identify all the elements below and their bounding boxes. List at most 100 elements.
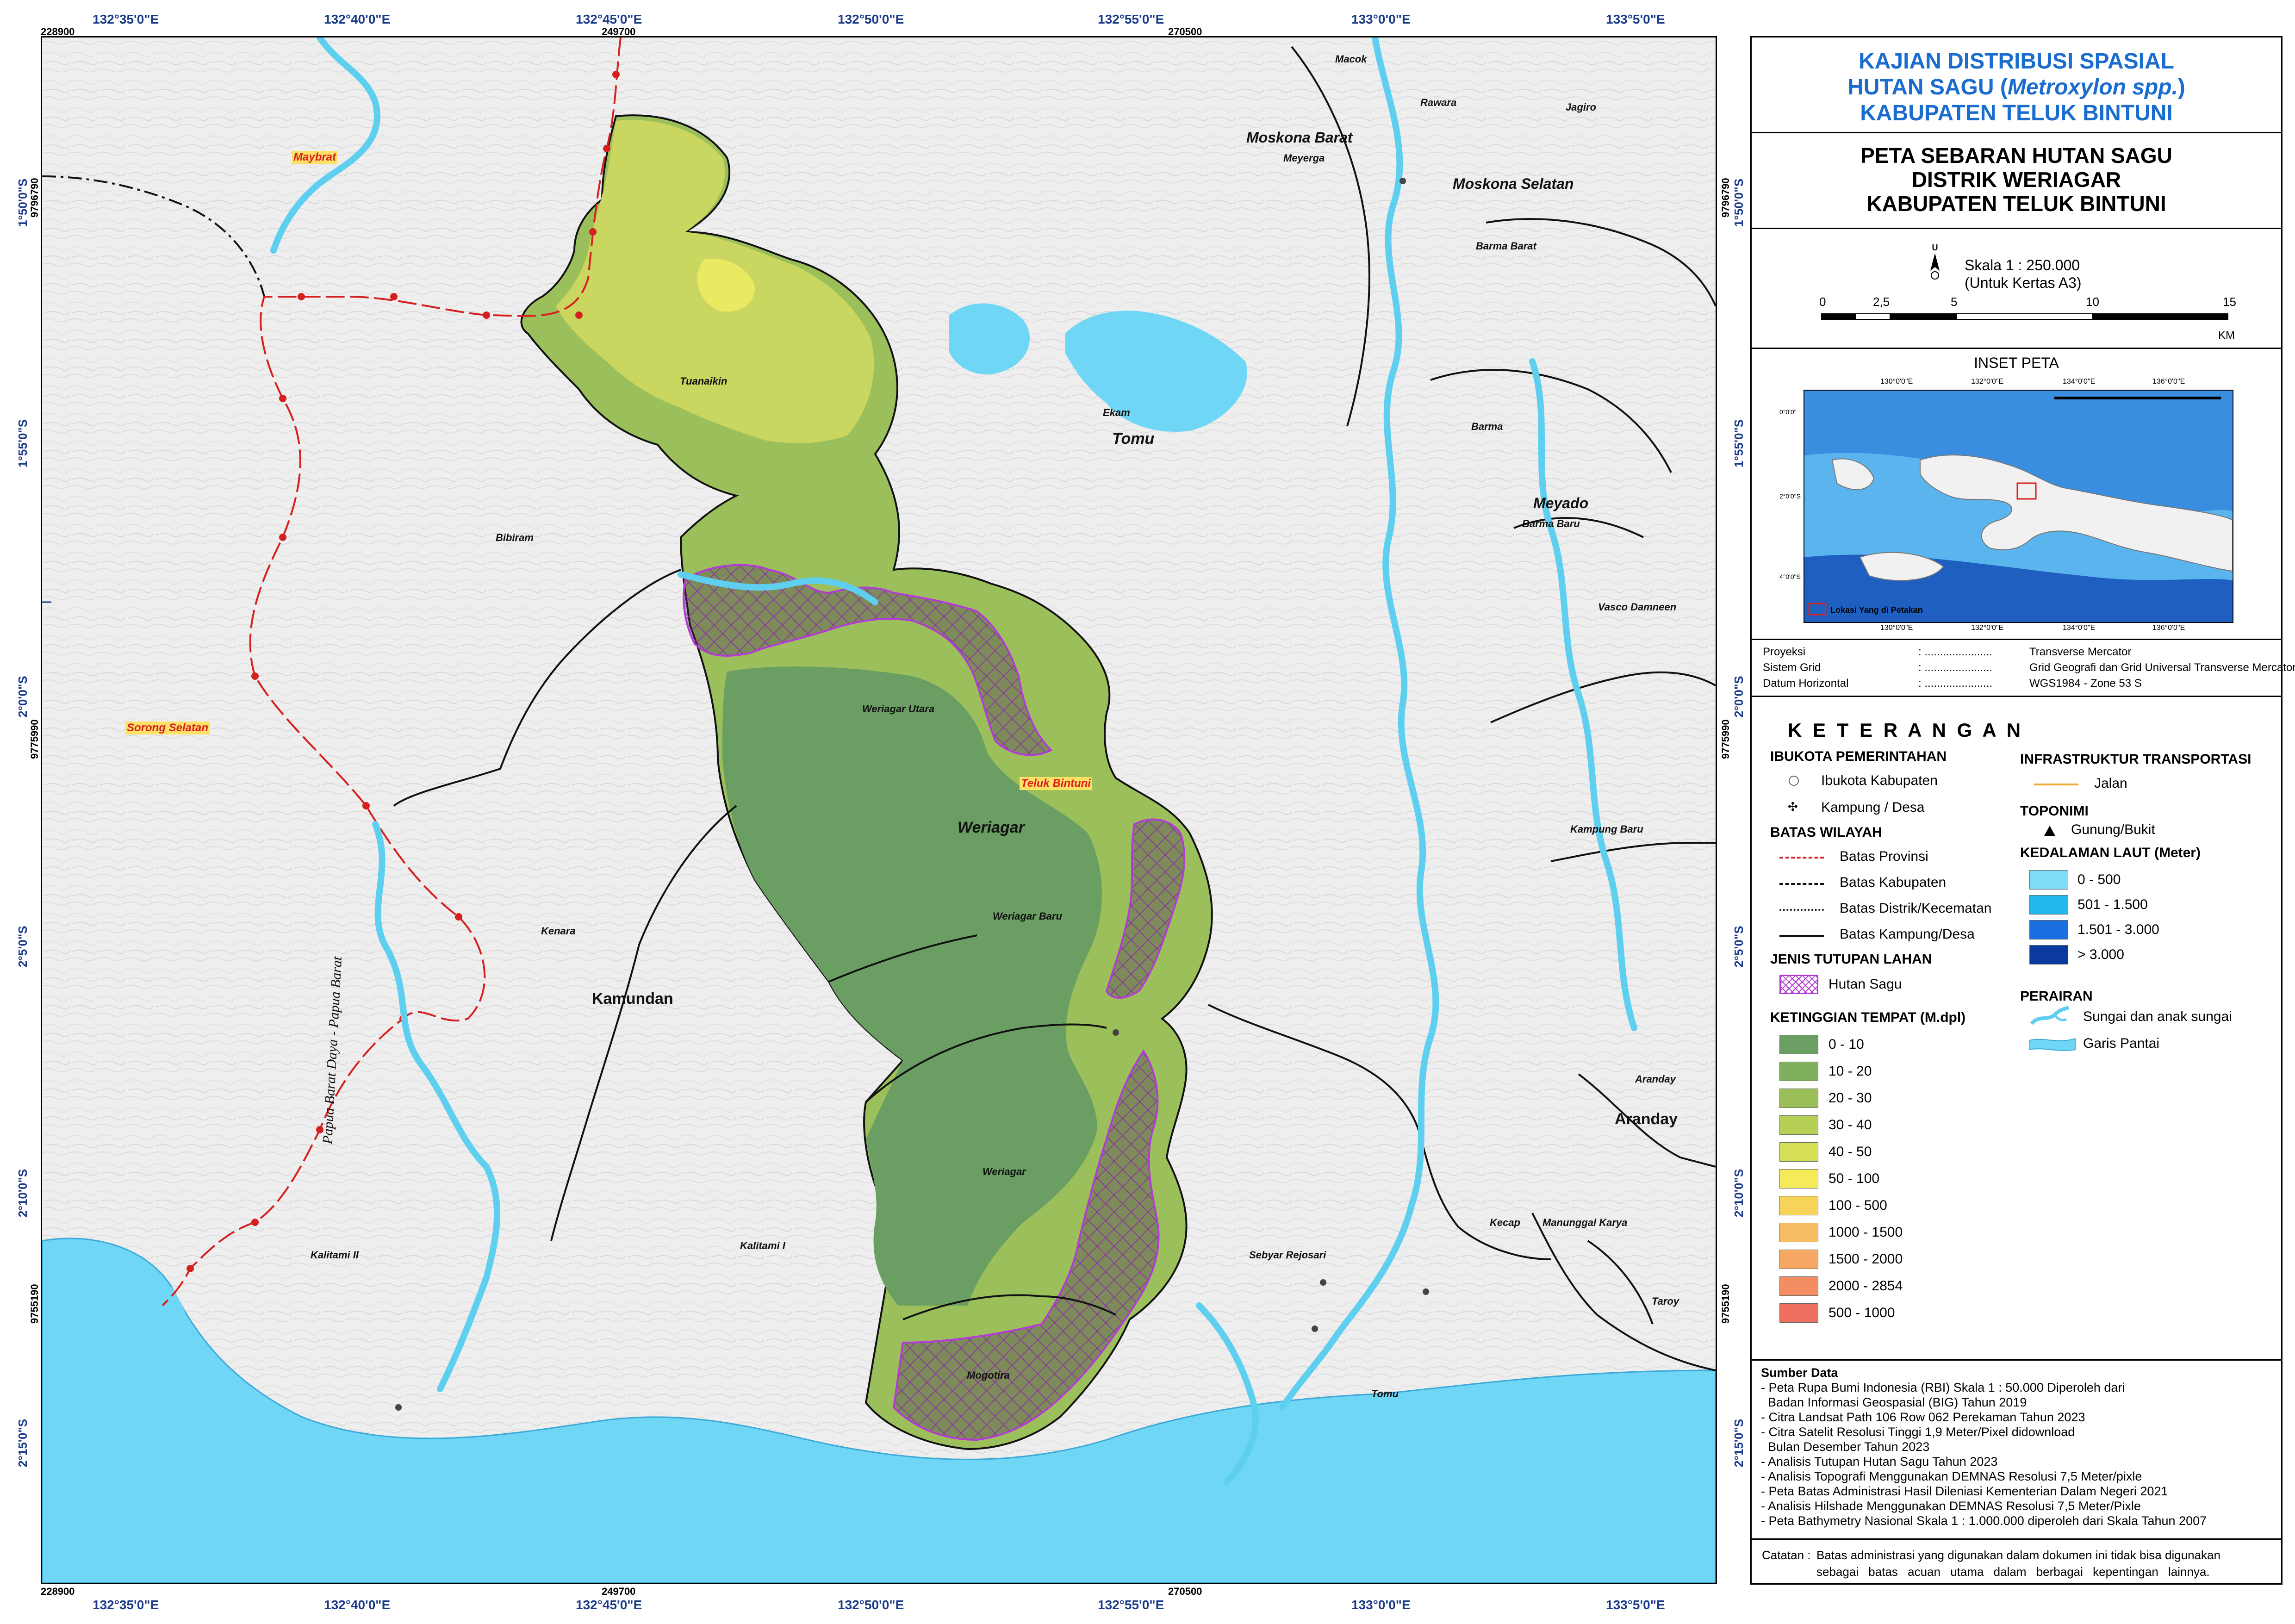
source-item: - Peta Bathymetry Nasional Skala 1 : 1.0…	[1761, 1514, 2207, 1528]
sea-depth-label: 1.501 - 3.000	[2077, 922, 2159, 937]
map-title-line2: DISTRIK WERIAGAR	[1911, 168, 2121, 192]
bottom-coord-4: 132°50'0"E	[838, 1598, 904, 1612]
map-title-box: PETA SEBARAN HUTAN SAGU DISTRIK WERIAGAR…	[1750, 132, 2283, 229]
sea-depth-swatch	[2029, 920, 2068, 940]
scale-tick-2: 5	[1951, 295, 1958, 309]
sea-depth-label: > 3.000	[2077, 947, 2124, 962]
elevation-swatch	[1779, 1115, 1818, 1135]
top-coord-4: 132°50'0"E	[838, 12, 904, 26]
elevation-swatch	[1779, 1169, 1818, 1188]
right-coord-1: 1°50'0"S	[1732, 178, 1746, 227]
inset-map[interactable]: Lokasi Yang di Petakan	[1804, 390, 2233, 623]
utm-left-1: 9796790	[29, 178, 40, 218]
scale-tick-0: 0	[1819, 295, 1826, 309]
sagu-forest-south	[892, 1049, 1160, 1441]
right-coord-2: 1°55'0"S	[1732, 419, 1746, 467]
inset-top-coord-1: 130°0'0"E	[1880, 378, 1913, 386]
village-line-icon	[1779, 935, 1824, 937]
source-item: - Analisis Tutupan Hutan Sagu Tahun 2023	[1761, 1455, 1998, 1468]
batas-item-3: Batas Distrik/Kecematan	[1840, 901, 1992, 916]
elevation-label: 40 - 50	[1829, 1144, 1872, 1159]
north-letter: U	[1932, 243, 1938, 252]
ibukota-item-1: Ibukota Kabupaten	[1821, 773, 1938, 788]
label-maybrat: Maybrat	[292, 151, 338, 164]
label-ekam: Ekam	[1103, 407, 1130, 418]
tutupan-item-1: Hutan Sagu	[1829, 977, 1902, 992]
utm-bottom-1: 228900	[41, 1586, 75, 1597]
utm-bottom-2: 249700	[602, 1586, 636, 1597]
map-title-line3: KABUPATEN TELUK BINTUNI	[1866, 192, 2166, 216]
weriagar-lowlands	[722, 666, 1102, 1306]
batas-heading: BATAS WILAYAH	[1770, 825, 1882, 840]
label-macok: Macok	[1335, 53, 1367, 65]
toponimi-item-1: Gunung/Bukit	[2071, 822, 2155, 837]
source-item: - Citra Satelit Resolusi Tinggi 1,9 Mete…	[1761, 1425, 2075, 1439]
label-barma-barat: Barma Barat	[1476, 240, 1536, 252]
elevation-swatch	[1779, 1196, 1818, 1215]
top-coord-7: 133°5'0"E	[1606, 12, 1665, 26]
proj-value-2: Grid Geografi dan Grid Universal Transve…	[2029, 661, 2295, 674]
label-tomu-district: Tomu	[1112, 430, 1155, 448]
scale-box: U Skala 1 : 250.000 (Untuk Kertas A3) 0 …	[1750, 228, 2283, 349]
source-item: - Peta Batas Administrasi Hasil Dilenias…	[1761, 1484, 2168, 1498]
ibukota-item-2: Kampung / Desa	[1821, 800, 1925, 815]
regency-line-icon	[1779, 883, 1824, 885]
proj-label-2: Sistem Grid	[1763, 661, 1821, 674]
scale-note: (Untuk Kertas A3)	[1965, 274, 2082, 291]
inset-top-coord-4: 136°0'0"E	[2152, 378, 2185, 386]
sea-depth-swatch	[2029, 895, 2068, 915]
road-line-icon	[2034, 784, 2078, 785]
label-kenara: Kenara	[541, 925, 576, 937]
inset-bottom-coord-2: 132°0'0"E	[1971, 624, 2004, 632]
note-line-1: Batas administrasi yang digunakan dalam …	[1816, 1548, 2220, 1562]
proj-label-1: Proyeksi	[1763, 646, 1806, 658]
ketinggian-heading: KETINGGIAN TEMPAT (M.dpl)	[1770, 1010, 1966, 1025]
toponimi-heading: TOPONIMI	[2020, 803, 2089, 819]
label-bibiram: Bibiram	[496, 532, 534, 543]
elevation-swatch	[1779, 1062, 1818, 1081]
label-meyerga: Meyerga	[1283, 152, 1325, 164]
lake-tomu-small	[949, 303, 1030, 374]
inset-left-coord-3: 4°0'0"S	[1779, 573, 1801, 580]
elevation-swatch	[1779, 1089, 1818, 1108]
label-weriagar-baru: Weriagar Baru	[993, 910, 1062, 922]
utm-left-2: 9775990	[29, 719, 40, 759]
district-line-icon	[1779, 909, 1824, 911]
source-item: Bulan Desember Tahun 2023	[1761, 1440, 1930, 1454]
label-kampung-baru: Kampung Baru	[1570, 823, 1643, 835]
utm-right-2: 9775990	[1720, 719, 1731, 759]
scale-text: Skala 1 : 250.000	[1965, 257, 2080, 274]
right-coord-4: 2°5'0"S	[1732, 926, 1746, 967]
top-coord-2: 132°40'0"E	[324, 12, 391, 26]
inset-left-coord-2: 2°0'0"S	[1779, 492, 1801, 500]
sea-depth-label: 0 - 500	[2077, 872, 2121, 887]
inset-bottom-coord-4: 136°0'0"E	[2152, 624, 2185, 632]
inset-legend-text: Lokasi Yang di Petakan	[1830, 605, 1923, 615]
top-coord-1: 132°35'0"E	[93, 12, 159, 26]
left-coord-1: 1°50'0"S	[16, 178, 30, 227]
elevation-label: 500 - 1000	[1829, 1305, 1895, 1320]
elevation-label: 10 - 20	[1829, 1064, 1872, 1079]
bottom-coord-3: 132°45'0"E	[576, 1598, 642, 1612]
scale-tick-4: 15	[2223, 295, 2236, 309]
batas-item-4: Batas Kampung/Desa	[1840, 927, 1975, 942]
label-kecap: Kecap	[1490, 1217, 1521, 1228]
inset-title: INSET PETA	[1974, 355, 2059, 371]
sea-depth-swatch	[2029, 945, 2068, 964]
map-canvas[interactable]	[42, 37, 1716, 1583]
note-label: Catatan :	[1762, 1548, 1811, 1562]
proj-dots-3: : ......................	[1918, 677, 1993, 690]
scale-tick-3: 10	[2086, 295, 2099, 309]
perairan-item-2: Garis Pantai	[2083, 1036, 2160, 1051]
label-kamundan: Kamundan	[592, 990, 673, 1008]
bottom-coord-7: 133°5'0"E	[1606, 1598, 1665, 1612]
proj-dots-2: : ......................	[1918, 661, 1993, 674]
scale-tick-1: 2,5	[1873, 295, 1890, 309]
note-line-2: sebagai batas acuan utama dalam berbagai…	[1816, 1565, 2210, 1579]
inset-top-coord-3: 134°0'0"E	[2063, 378, 2096, 386]
batas-item-2: Batas Kabupaten	[1840, 875, 1947, 890]
label-teluk-bintuni: Teluk Bintuni	[1020, 777, 1093, 790]
village-icon: ✣	[1788, 800, 1798, 814]
proj-label-3: Datum Horizontal	[1763, 677, 1849, 690]
label-rawara: Rawara	[1420, 97, 1457, 108]
